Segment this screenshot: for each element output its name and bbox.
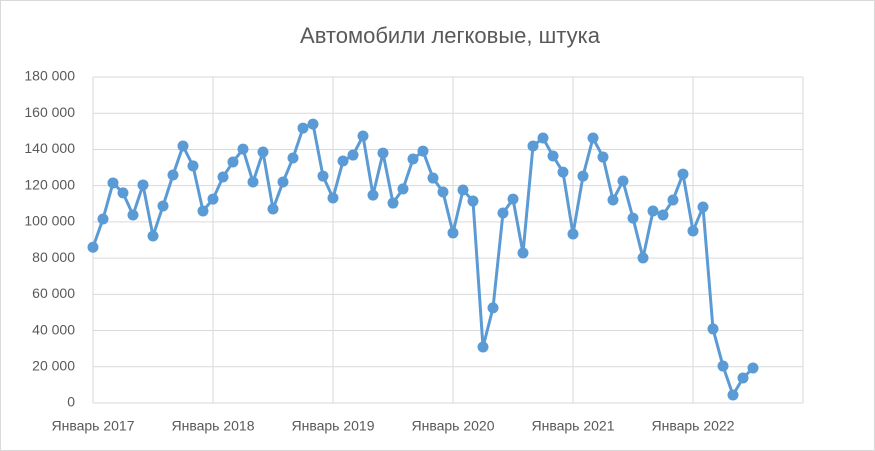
data-point <box>287 152 299 164</box>
y-tick-label: 160 000 <box>24 104 75 120</box>
x-tick-label: Январь 2022 <box>651 418 734 434</box>
data-point <box>607 194 619 206</box>
data-point <box>717 360 729 372</box>
x-tick-label: Январь 2020 <box>411 418 494 434</box>
data-point <box>337 155 349 167</box>
data-point <box>687 225 699 237</box>
x-tick-label: Январь 2021 <box>531 418 614 434</box>
data-point <box>537 132 549 144</box>
data-point <box>597 151 609 163</box>
data-point <box>417 145 429 157</box>
data-point <box>617 175 629 187</box>
data-point <box>227 156 239 168</box>
data-point <box>627 212 639 224</box>
data-point <box>487 302 499 314</box>
chart-title: Автомобили легковые, штука <box>300 23 601 48</box>
data-point <box>177 140 189 152</box>
data-point <box>147 230 159 242</box>
data-point <box>447 227 459 239</box>
data-point <box>587 132 599 144</box>
data-point <box>297 122 309 134</box>
data-point <box>307 118 319 130</box>
data-point <box>387 197 399 209</box>
data-point <box>427 172 439 184</box>
data-point <box>97 213 109 225</box>
data-point <box>517 247 529 259</box>
data-point <box>707 323 719 335</box>
data-point <box>457 184 469 196</box>
data-point <box>637 252 649 264</box>
data-point <box>257 146 269 158</box>
data-point <box>667 194 679 206</box>
data-point <box>277 176 289 188</box>
data-point <box>557 166 569 178</box>
y-tick-label: 60 000 <box>32 285 75 301</box>
data-point <box>467 195 479 207</box>
data-point <box>217 171 229 183</box>
data-point <box>197 205 209 217</box>
data-point <box>547 150 559 162</box>
data-point <box>267 203 279 215</box>
y-tick-label: 0 <box>67 394 75 410</box>
data-point <box>347 149 359 161</box>
data-point <box>437 186 449 198</box>
data-point <box>127 209 139 221</box>
data-point <box>507 193 519 205</box>
data-point <box>107 177 119 189</box>
data-point <box>677 168 689 180</box>
data-point <box>697 201 709 213</box>
data-point <box>247 176 259 188</box>
y-tick-label: 80 000 <box>32 249 75 265</box>
data-point <box>747 362 759 374</box>
y-tick-label: 100 000 <box>24 213 75 229</box>
data-point <box>527 140 539 152</box>
x-tick-label: Январь 2018 <box>171 418 254 434</box>
data-point <box>357 130 369 142</box>
data-point <box>117 187 129 199</box>
data-point <box>577 170 589 182</box>
data-point <box>157 200 169 212</box>
data-point <box>167 169 179 181</box>
data-point <box>727 389 739 401</box>
data-point <box>317 170 329 182</box>
data-point <box>207 193 219 205</box>
data-point <box>327 192 339 204</box>
data-point <box>87 241 99 253</box>
x-tick-label: Январь 2019 <box>291 418 374 434</box>
data-point <box>657 209 669 221</box>
data-point <box>377 147 389 159</box>
data-point <box>367 189 379 201</box>
y-tick-label: 180 000 <box>24 68 75 84</box>
data-point <box>647 205 659 217</box>
data-point <box>477 341 489 353</box>
x-tick-label: Январь 2017 <box>51 418 134 434</box>
data-point <box>407 153 419 165</box>
data-point <box>187 160 199 172</box>
y-tick-label: 140 000 <box>24 140 75 156</box>
y-tick-label: 20 000 <box>32 357 75 373</box>
data-point <box>137 179 149 191</box>
y-tick-label: 120 000 <box>24 176 75 192</box>
data-point <box>497 207 509 219</box>
y-tick-label: 40 000 <box>32 321 75 337</box>
data-point <box>397 183 409 195</box>
data-point <box>737 372 749 384</box>
data-point <box>237 143 249 155</box>
data-point <box>567 228 579 240</box>
